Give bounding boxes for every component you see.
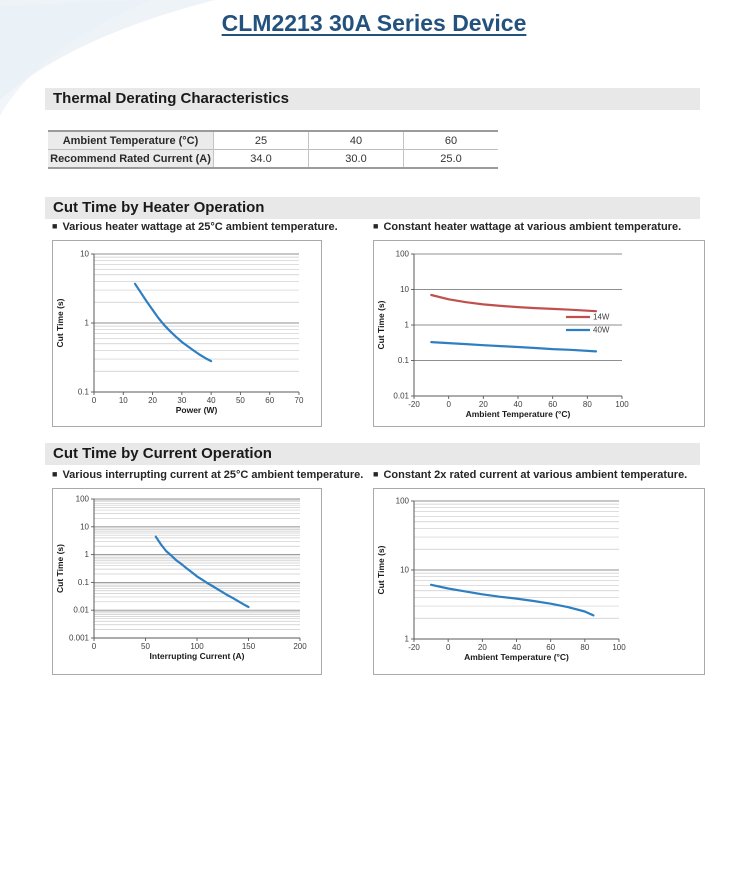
svg-text:-20: -20 <box>408 643 420 652</box>
chart-caption-text: Constant 2x rated current at various amb… <box>383 469 688 481</box>
svg-text:40: 40 <box>207 396 216 405</box>
svg-text:100: 100 <box>396 250 410 259</box>
section-heading-thermal: Thermal Derating Characteristics <box>45 88 700 110</box>
svg-text:0: 0 <box>92 396 97 405</box>
svg-text:0.01: 0.01 <box>393 392 409 401</box>
svg-text:50: 50 <box>236 396 245 405</box>
section-heading-heater-label: Cut Time by Heater Operation <box>53 199 265 216</box>
svg-text:Ambient Temperature (°C): Ambient Temperature (°C) <box>464 652 569 662</box>
svg-text:100: 100 <box>612 643 626 652</box>
svg-text:1: 1 <box>405 635 410 644</box>
svg-text:0: 0 <box>446 643 451 652</box>
svg-text:20: 20 <box>478 643 487 652</box>
chart-caption-constant-wattage: ■ Constant heater wattage at various ambi… <box>373 221 681 233</box>
svg-text:0.001: 0.001 <box>69 634 90 643</box>
svg-text:100: 100 <box>615 400 629 409</box>
chart-2x-rated-current: 1 10 100 -20 0 20 40 60 80 100 Ambient Temperature… <box>376 497 626 663</box>
svg-text:100: 100 <box>76 495 90 504</box>
svg-text:10: 10 <box>400 285 409 294</box>
square-bullet-icon: ■ <box>52 469 58 479</box>
svg-text:60: 60 <box>546 643 555 652</box>
chart-interrupting-current-box: 0.001 0.01 0.1 1 10 100 0 50 100 150 200 Interrupti… <box>52 488 322 675</box>
chart-caption-text: Various interrupting current at 25°C amb… <box>62 469 364 481</box>
chart-interrupting-current: 0.001 0.01 0.1 1 10 100 0 50 100 150 200 Interrupti… <box>55 495 307 662</box>
svg-text:80: 80 <box>583 400 592 409</box>
table-cell: 30.0 <box>308 149 404 169</box>
svg-text:200: 200 <box>293 642 307 651</box>
svg-text:Power (W): Power (W) <box>176 405 218 415</box>
svg-text:1: 1 <box>405 321 410 330</box>
table-cell: 60 <box>403 130 498 150</box>
chart-heater-wattage: 0.1 1 10 0 10 20 30 40 50 60 70 Power (W) Cut Time (… <box>55 250 304 416</box>
svg-text:1: 1 <box>85 550 90 559</box>
chart-heater-wattage-box: 0.1 1 10 0 10 20 30 40 50 60 70 Power (W) Cut Time (… <box>52 240 322 427</box>
section-heading-current-label: Cut Time by Current Operation <box>53 445 272 462</box>
section-heading-heater: Cut Time by Heater Operation <box>45 197 700 219</box>
svg-text:Cut Time (s): Cut Time (s) <box>55 544 65 593</box>
svg-text:Cut Time (s): Cut Time (s) <box>55 298 65 347</box>
svg-text:40: 40 <box>512 643 521 652</box>
svg-text:70: 70 <box>295 396 304 405</box>
svg-text:60: 60 <box>548 400 557 409</box>
chart-caption-text: Various heater wattage at 25°C ambient t… <box>62 221 338 233</box>
svg-text:10: 10 <box>80 250 89 259</box>
svg-text:50: 50 <box>141 642 150 651</box>
svg-text:14W: 14W <box>593 313 610 322</box>
svg-text:60: 60 <box>265 396 274 405</box>
square-bullet-icon: ■ <box>52 221 58 231</box>
svg-text:40: 40 <box>514 400 523 409</box>
svg-text:1: 1 <box>85 319 90 328</box>
square-bullet-icon: ■ <box>373 469 379 479</box>
chart-constant-wattage-box: 0.01 0.1 1 10 100 -20 0 20 40 60 80 100 Ambient Temp… <box>373 240 705 427</box>
svg-text:10: 10 <box>400 566 409 575</box>
svg-text:0: 0 <box>92 642 97 651</box>
square-bullet-icon: ■ <box>373 221 379 231</box>
table-row: Recommend Rated Current (A) 34.0 30.0 25… <box>48 149 498 169</box>
table-row-label: Ambient Temperature (°C) <box>48 130 214 150</box>
table-cell: 25 <box>213 130 309 150</box>
svg-text:40W: 40W <box>593 326 610 335</box>
chart-caption-interrupting-current: ■ Various interrupting current at 25°C am… <box>52 469 363 481</box>
svg-text:0.01: 0.01 <box>73 606 89 615</box>
chart-caption-heater-wattage: ■ Various heater wattage at 25°C ambient … <box>52 221 338 233</box>
svg-text:-20: -20 <box>408 400 420 409</box>
section-heading-thermal-label: Thermal Derating Characteristics <box>53 90 289 107</box>
table-row: Ambient Temperature (°C) 25 40 60 <box>48 130 498 150</box>
table-cell: 25.0 <box>403 149 498 169</box>
svg-text:0.1: 0.1 <box>398 356 410 365</box>
svg-text:100: 100 <box>396 497 410 506</box>
svg-text:30: 30 <box>177 396 186 405</box>
svg-text:10: 10 <box>80 522 89 531</box>
chart-caption-text: Constant heater wattage at various ambie… <box>383 221 682 233</box>
section-heading-current: Cut Time by Current Operation <box>45 443 700 465</box>
chart-2x-rated-current-box: 1 10 100 -20 0 20 40 60 80 100 Ambient Temperature… <box>373 488 705 675</box>
svg-text:Ambient Temperature (°C): Ambient Temperature (°C) <box>466 409 571 419</box>
table-cell: 34.0 <box>213 149 309 169</box>
svg-text:100: 100 <box>190 642 204 651</box>
svg-text:Cut Time (s): Cut Time (s) <box>376 300 386 349</box>
svg-text:150: 150 <box>242 642 256 651</box>
svg-text:0.1: 0.1 <box>78 388 90 397</box>
svg-text:0: 0 <box>446 400 451 409</box>
chart-constant-wattage: 0.01 0.1 1 10 100 -20 0 20 40 60 80 100 Ambient Temp… <box>376 250 629 420</box>
page-title: CLM2213 30A Series Device <box>221 10 527 36</box>
table-cell: 40 <box>308 130 404 150</box>
svg-text:0.1: 0.1 <box>78 578 90 587</box>
table-row-label: Recommend Rated Current (A) <box>48 149 214 169</box>
svg-text:20: 20 <box>148 396 157 405</box>
svg-text:20: 20 <box>479 400 488 409</box>
svg-text:Cut Time (s): Cut Time (s) <box>376 545 386 594</box>
chart-caption-2x-rated-current: ■ Constant 2x rated current at various am… <box>373 469 687 481</box>
svg-text:Interrupting Current (A): Interrupting Current (A) <box>150 651 245 661</box>
svg-text:80: 80 <box>580 643 589 652</box>
derating-table: Ambient Temperature (°C) 25 40 60 Recomm… <box>48 130 498 169</box>
svg-text:10: 10 <box>119 396 128 405</box>
